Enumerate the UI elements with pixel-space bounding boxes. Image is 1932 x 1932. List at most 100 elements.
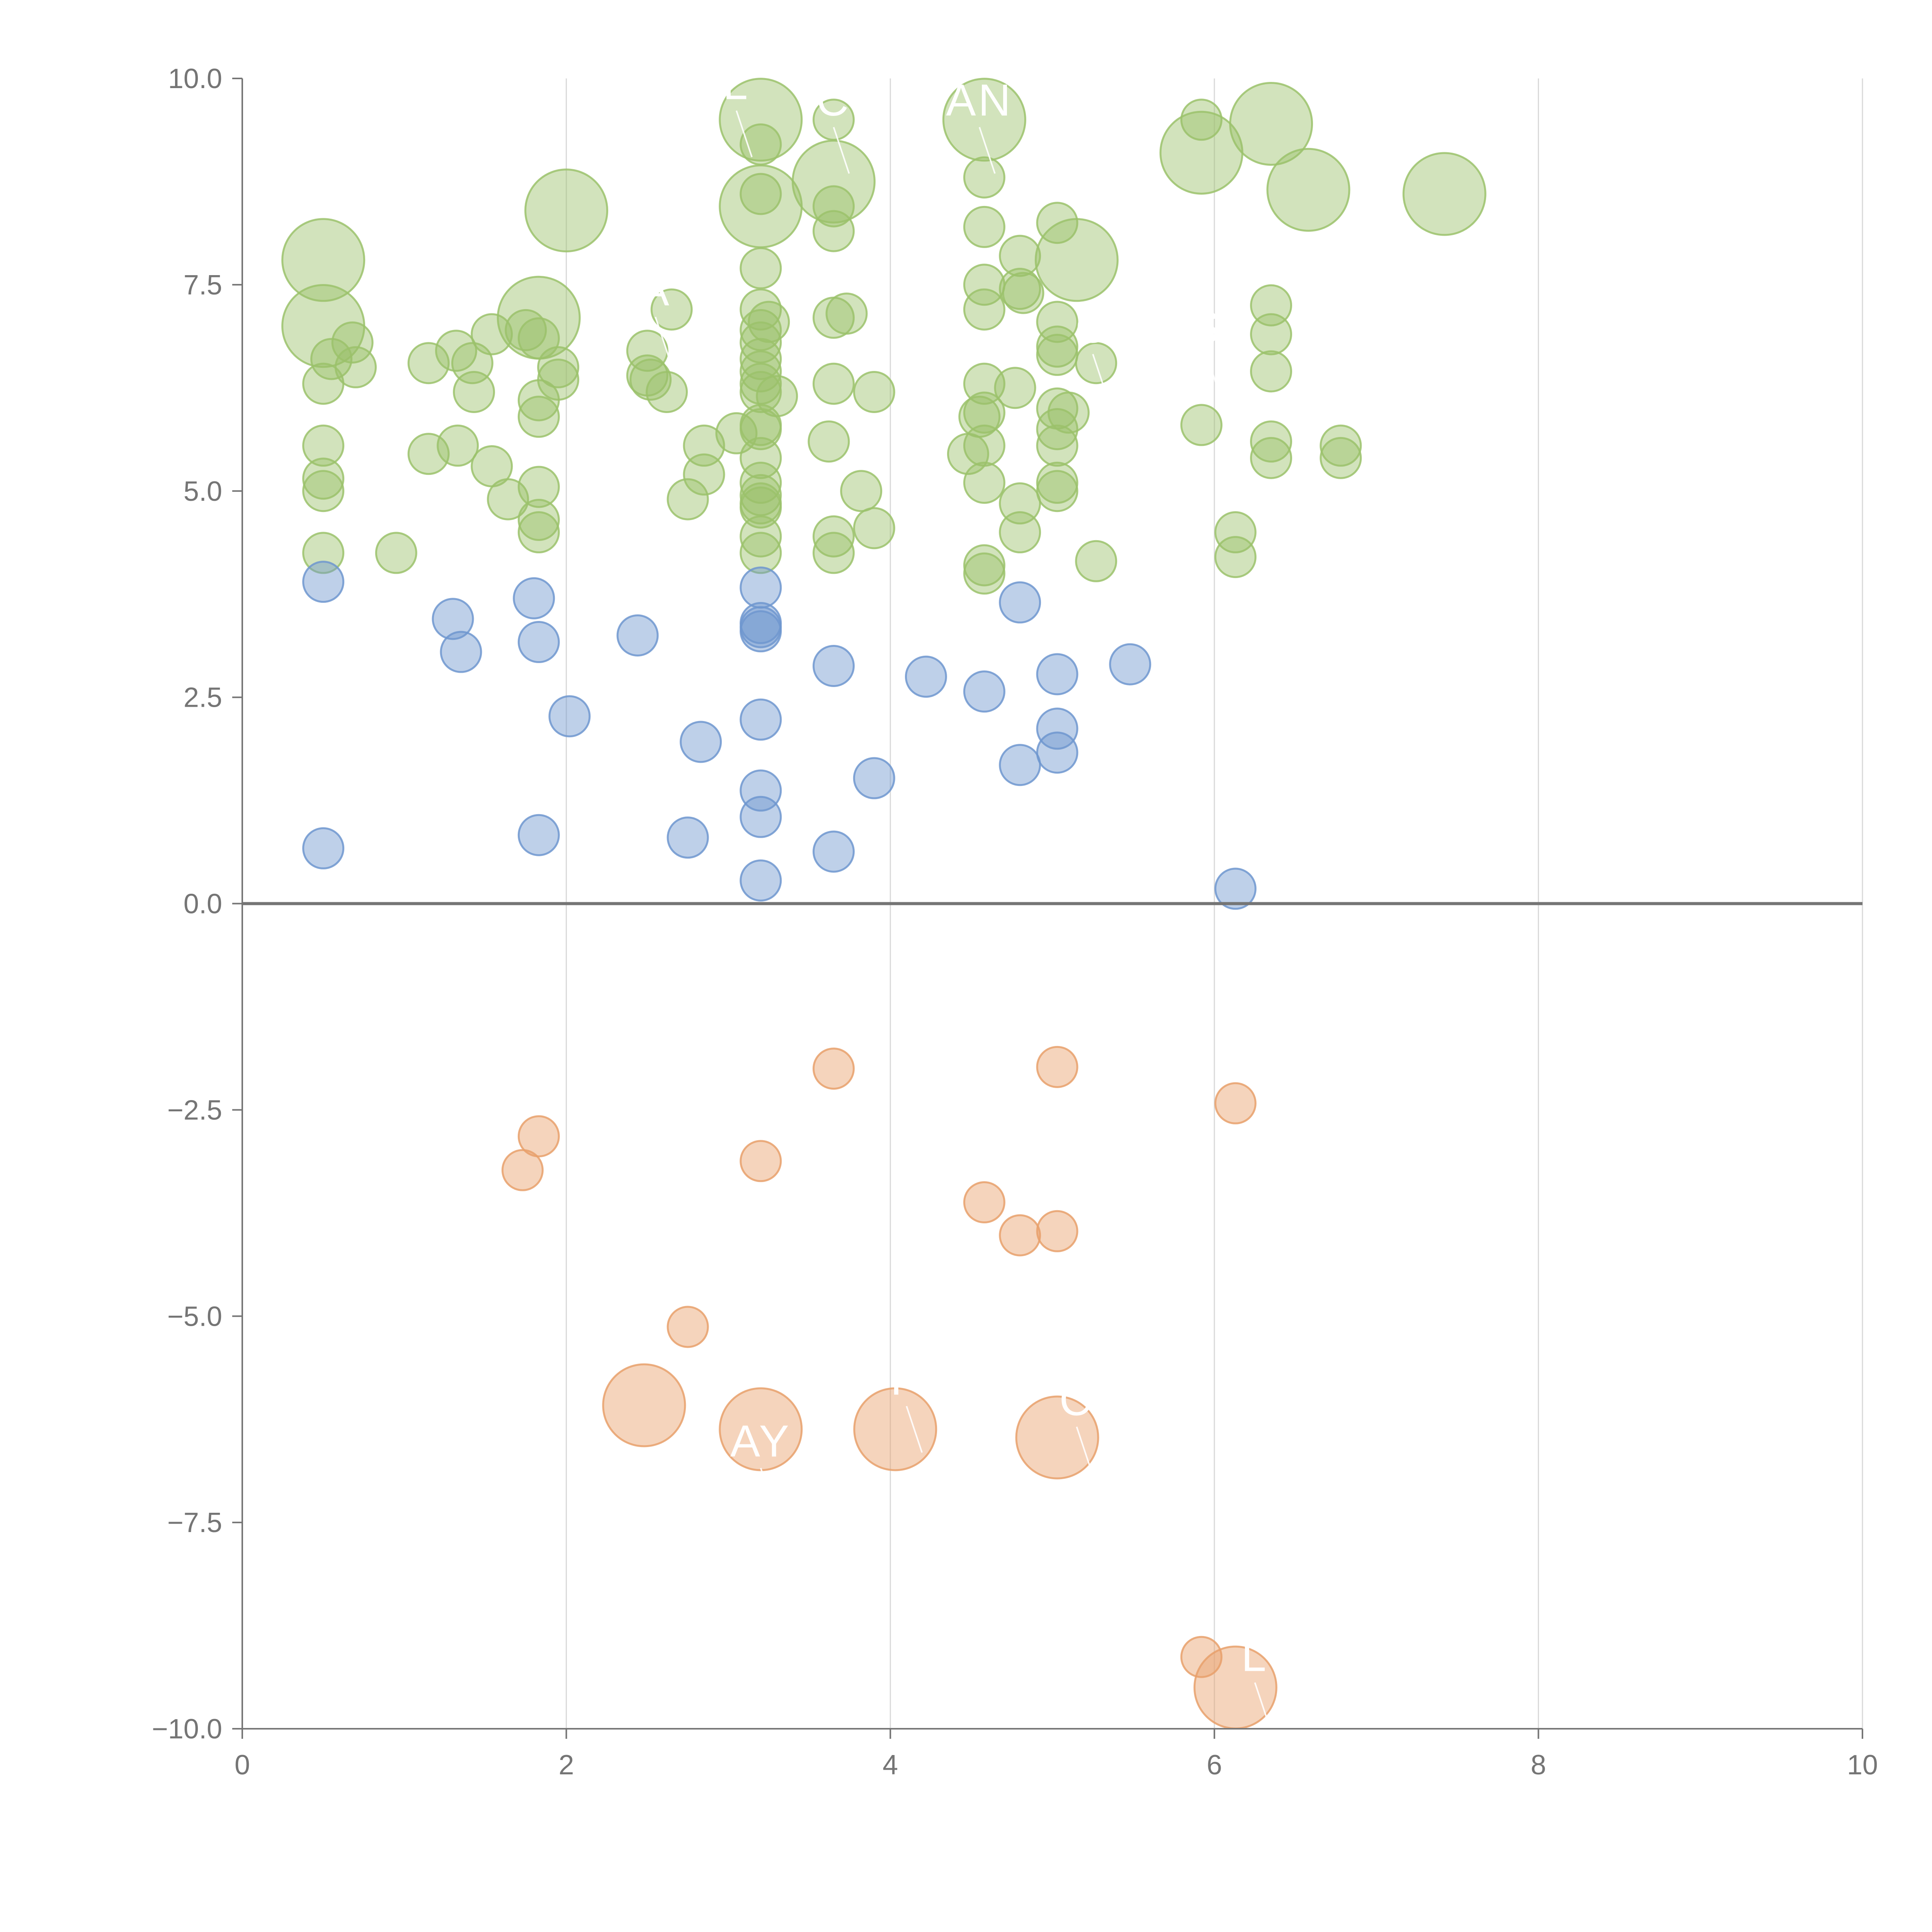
mid-bubble	[999, 581, 1041, 624]
low-bubble	[740, 1140, 782, 1182]
mid-bubble	[740, 859, 782, 902]
high-bubble	[1075, 540, 1117, 582]
y-tick-label: −7.5	[167, 1507, 222, 1538]
high-bubble	[646, 371, 688, 413]
high-bubble	[302, 424, 345, 467]
high-bubble	[1180, 99, 1223, 141]
high-bubble	[740, 321, 782, 364]
high-bubble	[1180, 404, 1223, 446]
mid-bubble	[740, 610, 782, 653]
mid-bubble	[302, 827, 345, 869]
low-bubble	[963, 1181, 1005, 1224]
annotation-label: AY	[730, 1416, 791, 1466]
mid-bubble	[1109, 643, 1151, 685]
high-bubble	[1266, 148, 1350, 232]
high-bubble	[942, 78, 1026, 162]
annotation-label: C	[1060, 1375, 1094, 1425]
low-bubble	[501, 1149, 544, 1191]
annotation-leader-line	[1205, 354, 1223, 401]
mid-bubble	[680, 721, 722, 763]
x-tick-label: 0	[235, 1750, 250, 1781]
high-bubble	[650, 288, 693, 331]
mid-bubble	[616, 614, 659, 656]
high-bubble	[537, 346, 580, 388]
high-bubble	[1250, 284, 1293, 327]
high-bubble	[853, 507, 895, 549]
high-bubble	[812, 362, 855, 405]
high-bubble	[999, 482, 1041, 525]
high-bubble	[1402, 152, 1486, 236]
high-bubble	[812, 210, 855, 252]
high-bubble	[1036, 424, 1078, 467]
mid-bubble	[812, 830, 855, 873]
low-bubble	[1036, 1210, 1078, 1252]
mid-bubble	[999, 744, 1041, 786]
annotation-label: L	[1241, 1631, 1269, 1681]
low-bubble	[853, 1387, 937, 1471]
high-bubble	[963, 206, 1005, 248]
low-bubble	[667, 1306, 709, 1348]
annotation-leader-line	[655, 316, 672, 364]
y-tick-label: 2.5	[184, 682, 222, 713]
mid-bubble	[548, 695, 591, 738]
high-bubble	[740, 338, 782, 380]
high-bubble	[963, 552, 1005, 595]
mid-bubble	[440, 631, 482, 673]
x-tick-label: 4	[883, 1750, 898, 1781]
annotation-leader-line	[906, 1406, 923, 1453]
mid-bubble	[740, 566, 782, 609]
high-bubble	[375, 532, 417, 574]
high-bubble	[740, 371, 782, 413]
high-bubble	[302, 457, 345, 500]
high-bubble	[740, 515, 782, 558]
high-bubble	[825, 293, 868, 335]
annotation-leader-line	[833, 127, 850, 174]
mid-bubble	[853, 757, 895, 799]
high-bubble	[517, 396, 560, 438]
high-bubble	[1250, 420, 1293, 463]
high-bubble	[812, 185, 855, 228]
annotation-label: C	[1075, 302, 1110, 352]
high-bubble	[1229, 82, 1313, 166]
high-bubble	[740, 486, 782, 529]
high-bubble	[1047, 391, 1090, 434]
y-tick-label: −5.0	[167, 1301, 222, 1332]
x-tick-label: 8	[1531, 1750, 1546, 1781]
high-bubble	[963, 461, 1005, 504]
high-bubble	[740, 532, 782, 574]
low-bubble	[999, 1214, 1041, 1257]
low-bubble	[1036, 1046, 1078, 1088]
mid-bubble	[963, 670, 1005, 713]
high-bubble	[302, 532, 345, 574]
mid-bubble	[517, 814, 560, 856]
annotation-leader-line	[978, 127, 996, 174]
x-tick-label: 2	[559, 1750, 574, 1781]
high-bubble	[740, 408, 782, 451]
bubble-points	[281, 78, 1486, 1730]
high-bubble	[740, 437, 782, 479]
high-bubble	[1034, 218, 1119, 302]
y-tick-label: −2.5	[167, 1095, 222, 1126]
annotation-label: AN	[946, 75, 1013, 125]
y-tick-label: −10.0	[152, 1714, 222, 1745]
x-tick-label: 10	[1847, 1750, 1878, 1781]
high-bubble	[683, 424, 725, 467]
mid-bubble	[905, 655, 947, 698]
high-bubble	[719, 164, 803, 248]
annotation-label: C	[816, 75, 851, 125]
mid-bubble	[812, 645, 855, 687]
annotations: L C AN A C S AY P C L	[639, 58, 1271, 1730]
high-bubble	[963, 362, 1005, 405]
annotation-leader-line	[1076, 1426, 1093, 1474]
low-bubble	[1214, 1082, 1257, 1124]
high-bubble	[963, 156, 1005, 199]
annotation-leader-line	[1092, 354, 1109, 401]
low-bubble	[812, 1048, 855, 1090]
high-bubble	[1320, 424, 1362, 467]
high-bubble	[1036, 301, 1078, 343]
y-tick-label: 10.0	[168, 63, 222, 94]
high-bubble	[1036, 470, 1078, 512]
high-bubble	[517, 498, 560, 541]
high-bubble	[740, 309, 782, 351]
high-bubble	[963, 288, 1005, 331]
